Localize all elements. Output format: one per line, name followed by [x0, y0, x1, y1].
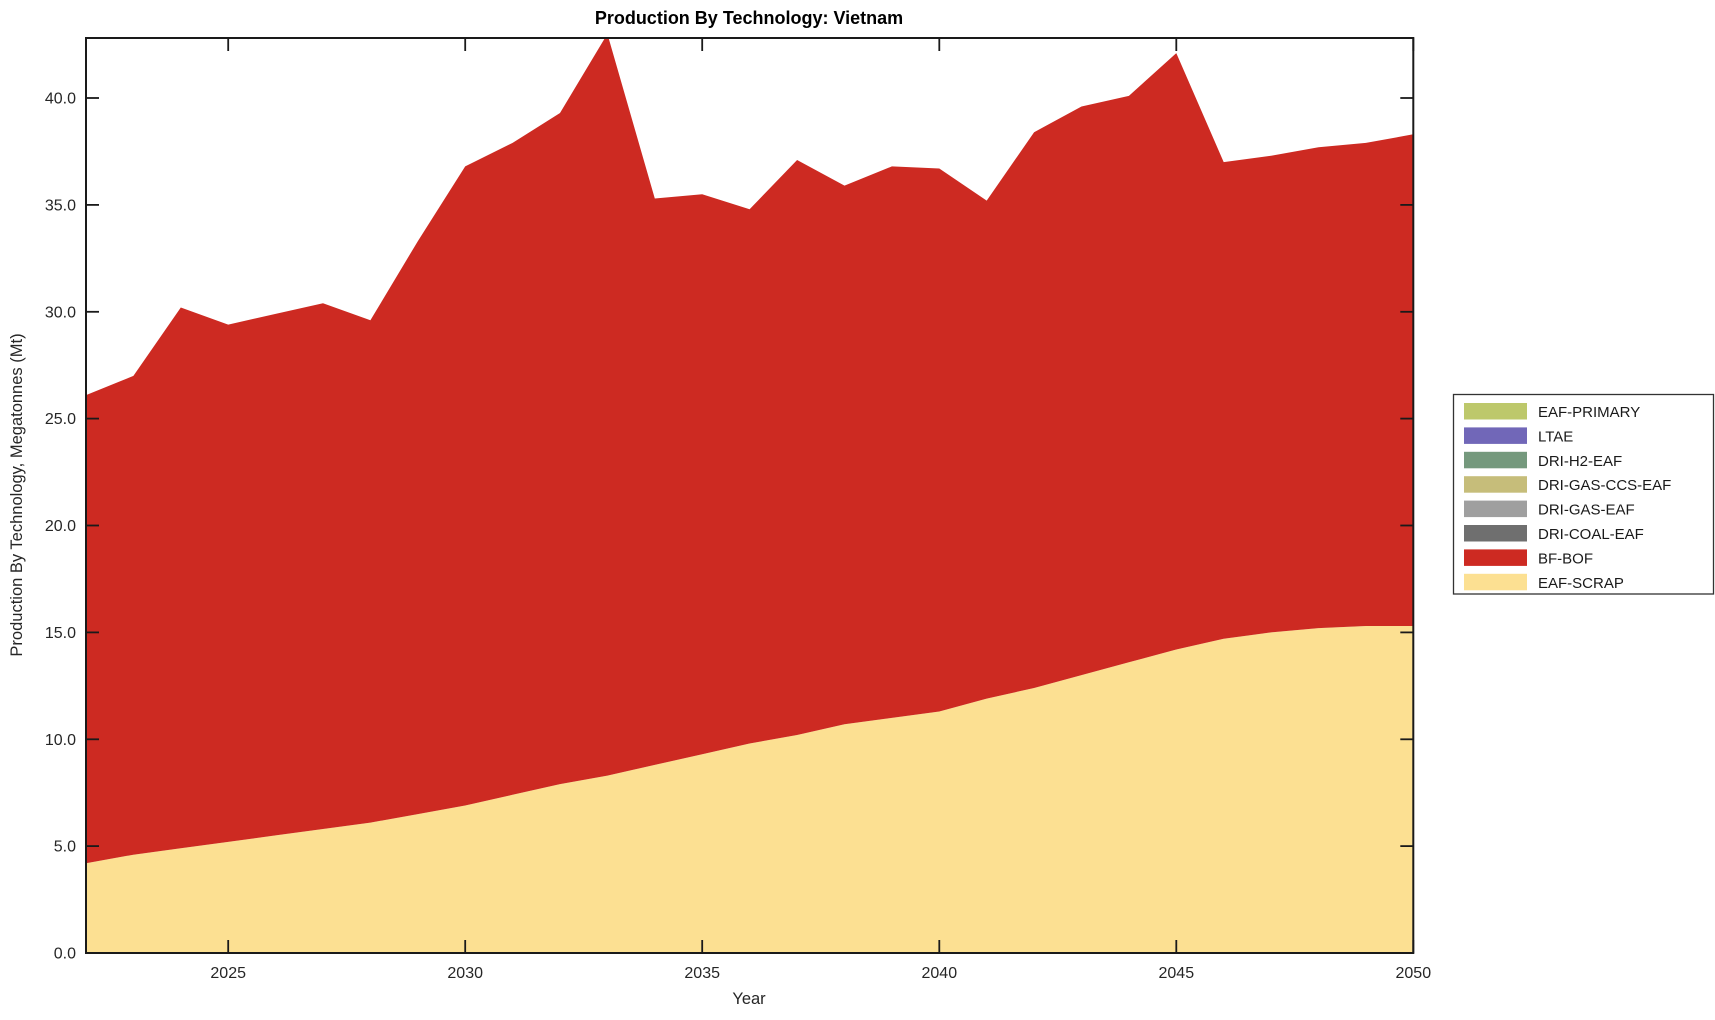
x-axis-label: Year	[732, 990, 766, 1008]
legend-label: EAF-SCRAP	[1538, 575, 1624, 592]
legend-swatch	[1464, 549, 1527, 566]
legend-item-dri-gas-eaf: DRI-GAS-EAF	[1464, 500, 1635, 519]
y-tick-label: 40.0	[45, 91, 76, 108]
area-bf-bof	[86, 38, 1414, 864]
legend-label: LTAE	[1538, 428, 1573, 445]
legend-item-ltae: LTAE	[1464, 427, 1573, 445]
x-tick-label: 2035	[684, 965, 720, 982]
y-axis-label: Production By Technology, Megatonnes (Mt…	[8, 333, 26, 656]
legend-item-dri-h2-eaf: DRI-H2-EAF	[1464, 451, 1622, 470]
legend-swatch	[1464, 500, 1527, 518]
legend-swatch	[1464, 403, 1527, 420]
legend-item-dri-gas-ccs-eaf: DRI-GAS-CCS-EAF	[1464, 476, 1671, 494]
x-tick-label: 2030	[447, 965, 483, 982]
area-eaf-scrap	[86, 626, 1414, 953]
axis-ticks: 2025 2030 2035 2040 2045 2050 0.0 5.0 10.0 15.0 20…	[45, 38, 1431, 982]
chart-title: Production By Technology: Vietnam	[595, 8, 903, 28]
legend-label: BF-BOF	[1538, 550, 1593, 567]
legend-item-eaf-primary: EAF-PRIMARY	[1464, 403, 1640, 421]
x-tick-label: 2025	[210, 965, 246, 982]
x-tick-label: 2045	[1159, 965, 1195, 982]
y-tick-label: 10.0	[45, 732, 76, 749]
legend-swatch	[1464, 573, 1527, 591]
legend-swatch	[1464, 525, 1527, 542]
legend-label: DRI-H2-EAF	[1538, 453, 1622, 470]
stacked-areas	[86, 38, 1414, 953]
x-tick-label: 2040	[922, 965, 958, 982]
legend-item-eaf-scrap: EAF-SCRAP	[1464, 573, 1624, 592]
legend-swatch	[1464, 427, 1527, 444]
legend-item-dri-coal-eaf: DRI-COAL-EAF	[1464, 525, 1644, 543]
legend-label: DRI-GAS-CCS-EAF	[1538, 477, 1671, 494]
x-tick-label: 2050	[1396, 965, 1432, 982]
legend-label: DRI-GAS-EAF	[1538, 502, 1635, 519]
y-tick-label: 25.0	[45, 411, 76, 428]
legend-item-bf-bof: BF-BOF	[1464, 549, 1593, 567]
plot-frame	[85, 37, 1415, 954]
y-tick-label: 20.0	[45, 518, 76, 535]
legend: EAF-PRIMARY LTAE DRI-H2-EAF DRI-GAS-CCS-EAF…	[1452, 393, 1715, 595]
y-tick-label: 5.0	[54, 839, 76, 856]
legend-label: DRI-COAL-EAF	[1538, 526, 1644, 543]
legend-swatch	[1464, 451, 1527, 469]
y-tick-label: 30.0	[45, 304, 76, 321]
y-tick-label: 35.0	[45, 197, 76, 214]
legend-label: EAF-PRIMARY	[1538, 404, 1640, 421]
y-tick-label: 15.0	[45, 625, 76, 642]
y-tick-label: 0.0	[54, 946, 76, 963]
legend-swatch	[1464, 476, 1527, 493]
